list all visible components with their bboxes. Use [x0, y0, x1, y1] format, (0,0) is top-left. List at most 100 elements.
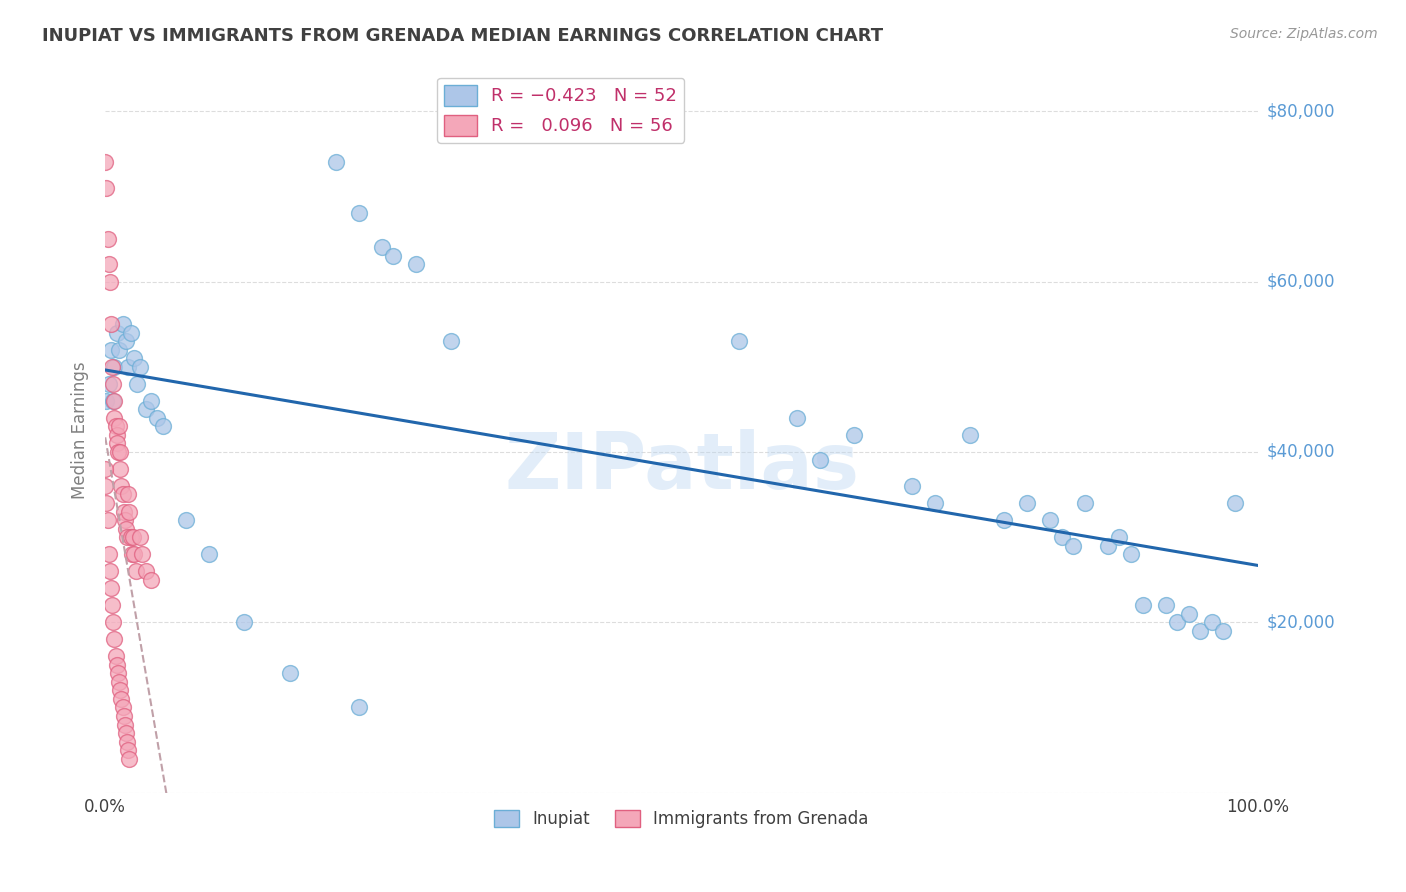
- Point: [94, 479, 117, 493]
- Point: [117, 359, 139, 374]
- Point: [128, 359, 150, 374]
- Point: [118, 751, 141, 765]
- Text: $80,000: $80,000: [1267, 102, 1334, 120]
- Point: [96, 232, 118, 246]
- Point: [107, 445, 129, 459]
- Point: [115, 522, 138, 536]
- Point: [103, 632, 125, 647]
- Point: [278, 666, 301, 681]
- Point: [371, 240, 394, 254]
- Point: [100, 581, 122, 595]
- Point: [105, 326, 128, 340]
- Point: [94, 155, 117, 169]
- Point: [98, 564, 121, 578]
- Point: [98, 275, 121, 289]
- Point: [122, 351, 145, 366]
- Text: $20,000: $20,000: [1267, 614, 1334, 632]
- Point: [1177, 607, 1199, 621]
- Point: [108, 419, 131, 434]
- Point: [1166, 615, 1188, 630]
- Point: [135, 402, 157, 417]
- Point: [110, 479, 132, 493]
- Point: [325, 155, 347, 169]
- Point: [108, 674, 131, 689]
- Text: $40,000: $40,000: [1267, 443, 1334, 461]
- Point: [108, 343, 131, 357]
- Point: [101, 359, 124, 374]
- Point: [97, 547, 120, 561]
- Point: [844, 427, 866, 442]
- Point: [1039, 513, 1062, 527]
- Point: [128, 530, 150, 544]
- Y-axis label: Median Earnings: Median Earnings: [72, 362, 89, 500]
- Point: [120, 530, 142, 544]
- Point: [105, 436, 128, 450]
- Point: [125, 564, 148, 578]
- Point: [103, 393, 125, 408]
- Point: [440, 334, 463, 348]
- Point: [1201, 615, 1223, 630]
- Point: [1017, 496, 1039, 510]
- Point: [786, 410, 808, 425]
- Point: [100, 343, 122, 357]
- Point: [103, 393, 125, 408]
- Point: [101, 599, 124, 613]
- Point: [108, 462, 131, 476]
- Point: [117, 743, 139, 757]
- Point: [174, 513, 197, 527]
- Point: [115, 734, 138, 748]
- Point: [103, 376, 125, 391]
- Point: [115, 530, 138, 544]
- Point: [127, 376, 149, 391]
- Point: [1223, 496, 1246, 510]
- Point: [103, 615, 125, 630]
- Point: [114, 717, 136, 731]
- Point: [121, 547, 143, 561]
- Point: [111, 487, 134, 501]
- Point: [108, 445, 131, 459]
- Point: [1154, 599, 1177, 613]
- Point: [152, 419, 174, 434]
- Point: [146, 410, 169, 425]
- Point: [141, 573, 163, 587]
- Point: [103, 359, 125, 374]
- Point: [347, 700, 370, 714]
- Point: [901, 479, 924, 493]
- Point: [94, 462, 117, 476]
- Point: [96, 513, 118, 527]
- Text: $60,000: $60,000: [1267, 272, 1334, 291]
- Point: [808, 453, 831, 467]
- Point: [112, 504, 135, 518]
- Point: [103, 410, 125, 425]
- Point: [405, 257, 427, 271]
- Point: [100, 317, 122, 331]
- Point: [112, 709, 135, 723]
- Point: [120, 326, 142, 340]
- Point: [1212, 624, 1234, 638]
- Point: [111, 317, 134, 331]
- Legend: Inupiat, Immigrants from Grenada: Inupiat, Immigrants from Grenada: [488, 804, 876, 835]
- Point: [97, 376, 120, 391]
- Point: [993, 513, 1015, 527]
- Point: [108, 683, 131, 698]
- Text: Source: ZipAtlas.com: Source: ZipAtlas.com: [1230, 27, 1378, 41]
- Point: [122, 547, 145, 561]
- Point: [1132, 599, 1154, 613]
- Point: [135, 564, 157, 578]
- Point: [1062, 539, 1084, 553]
- Point: [382, 249, 405, 263]
- Point: [111, 700, 134, 714]
- Point: [1189, 624, 1212, 638]
- Point: [198, 547, 221, 561]
- Point: [105, 657, 128, 672]
- Point: [131, 547, 153, 561]
- Text: ZIPatlas: ZIPatlas: [503, 429, 859, 505]
- Point: [96, 181, 118, 195]
- Point: [959, 427, 981, 442]
- Point: [232, 615, 254, 630]
- Point: [104, 419, 127, 434]
- Point: [1119, 547, 1142, 561]
- Point: [96, 393, 118, 408]
- Point: [1050, 530, 1073, 544]
- Point: [117, 487, 139, 501]
